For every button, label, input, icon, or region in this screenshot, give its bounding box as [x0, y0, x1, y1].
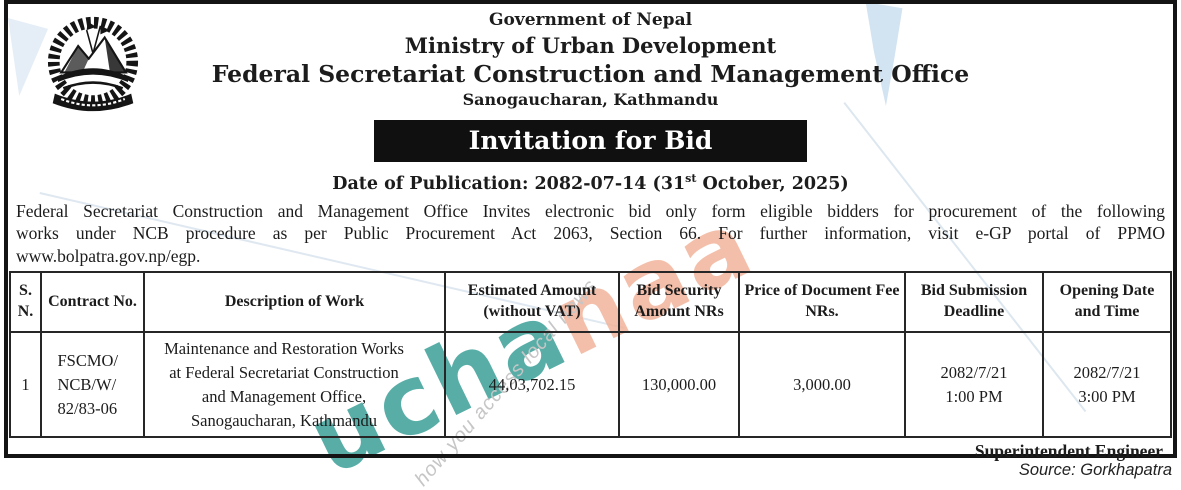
- cell-opening-date-time: 2082/7/21 3:00 PM: [1042, 331, 1172, 439]
- cell-estimated-amount: 44,03,702.15: [444, 331, 620, 439]
- cell-submission-deadline: 2082/7/21 1:00 PM: [904, 331, 1044, 439]
- table-header-row: S. N. Contract No. Description of Work E…: [9, 271, 1172, 334]
- col-header-submission-deadline: Bid Submission Deadline: [904, 271, 1044, 334]
- intro-line: works under NCB procedure as per Public …: [16, 223, 1165, 244]
- col-header-bid-security: Bid Security Amount NRs: [618, 271, 740, 334]
- col-header-document-fee: Price of Document Fee NRs.: [738, 271, 906, 334]
- notice-frame: Government of Nepal Ministry of Urban De…: [4, 0, 1177, 461]
- cell-contract-no: FSCMO/ NCB/W/ 82/83-06: [40, 331, 145, 439]
- ministry-line: Ministry of Urban Development: [404, 33, 777, 59]
- bid-table: S. N. Contract No. Description of Work E…: [9, 271, 1172, 439]
- intro-line: www.bolpatra.gov.np/egp.: [16, 245, 201, 266]
- table-row: 1 FSCMO/ NCB/W/ 82/83-06 Maintenance and…: [9, 331, 1172, 439]
- letterhead: Government of Nepal Ministry of Urban De…: [8, 4, 1173, 109]
- cell-description: Maintenance and Restoration Works at Fed…: [143, 331, 446, 439]
- col-header-sn: S. N.: [9, 271, 42, 334]
- invitation-banner: Invitation for Bid: [374, 119, 807, 162]
- publication-date: Date of Publication: 2082-07-14 (31st Oc…: [332, 171, 849, 194]
- nepal-emblem-icon: [40, 10, 146, 118]
- source-credit: Source: Gorkhapatra: [1018, 461, 1172, 479]
- col-header-opening-date: Opening Date and Time: [1042, 271, 1172, 334]
- intro-paragraph: Federal Secretariat Construction and Man…: [16, 200, 1165, 268]
- cell-bid-security: 130,000.00: [618, 331, 740, 439]
- signature-line: Superintendent Engineer: [974, 441, 1163, 462]
- intro-line: Federal Secretariat Construction and Man…: [16, 200, 1165, 221]
- col-header-contract: Contract No.: [40, 271, 145, 334]
- cell-document-fee: 3,000.00: [738, 331, 906, 439]
- address-line: Sanogaucharan, Kathmandu: [462, 89, 719, 109]
- office-line: Federal Secretariat Construction and Man…: [211, 59, 970, 88]
- government-line: Government of Nepal: [488, 10, 693, 30]
- col-header-estimated-amount: Estimated Amount (without VAT): [444, 271, 620, 334]
- cell-sn: 1: [9, 331, 42, 439]
- ordinal-superscript: st: [685, 171, 697, 185]
- col-header-description: Description of Work: [143, 271, 446, 334]
